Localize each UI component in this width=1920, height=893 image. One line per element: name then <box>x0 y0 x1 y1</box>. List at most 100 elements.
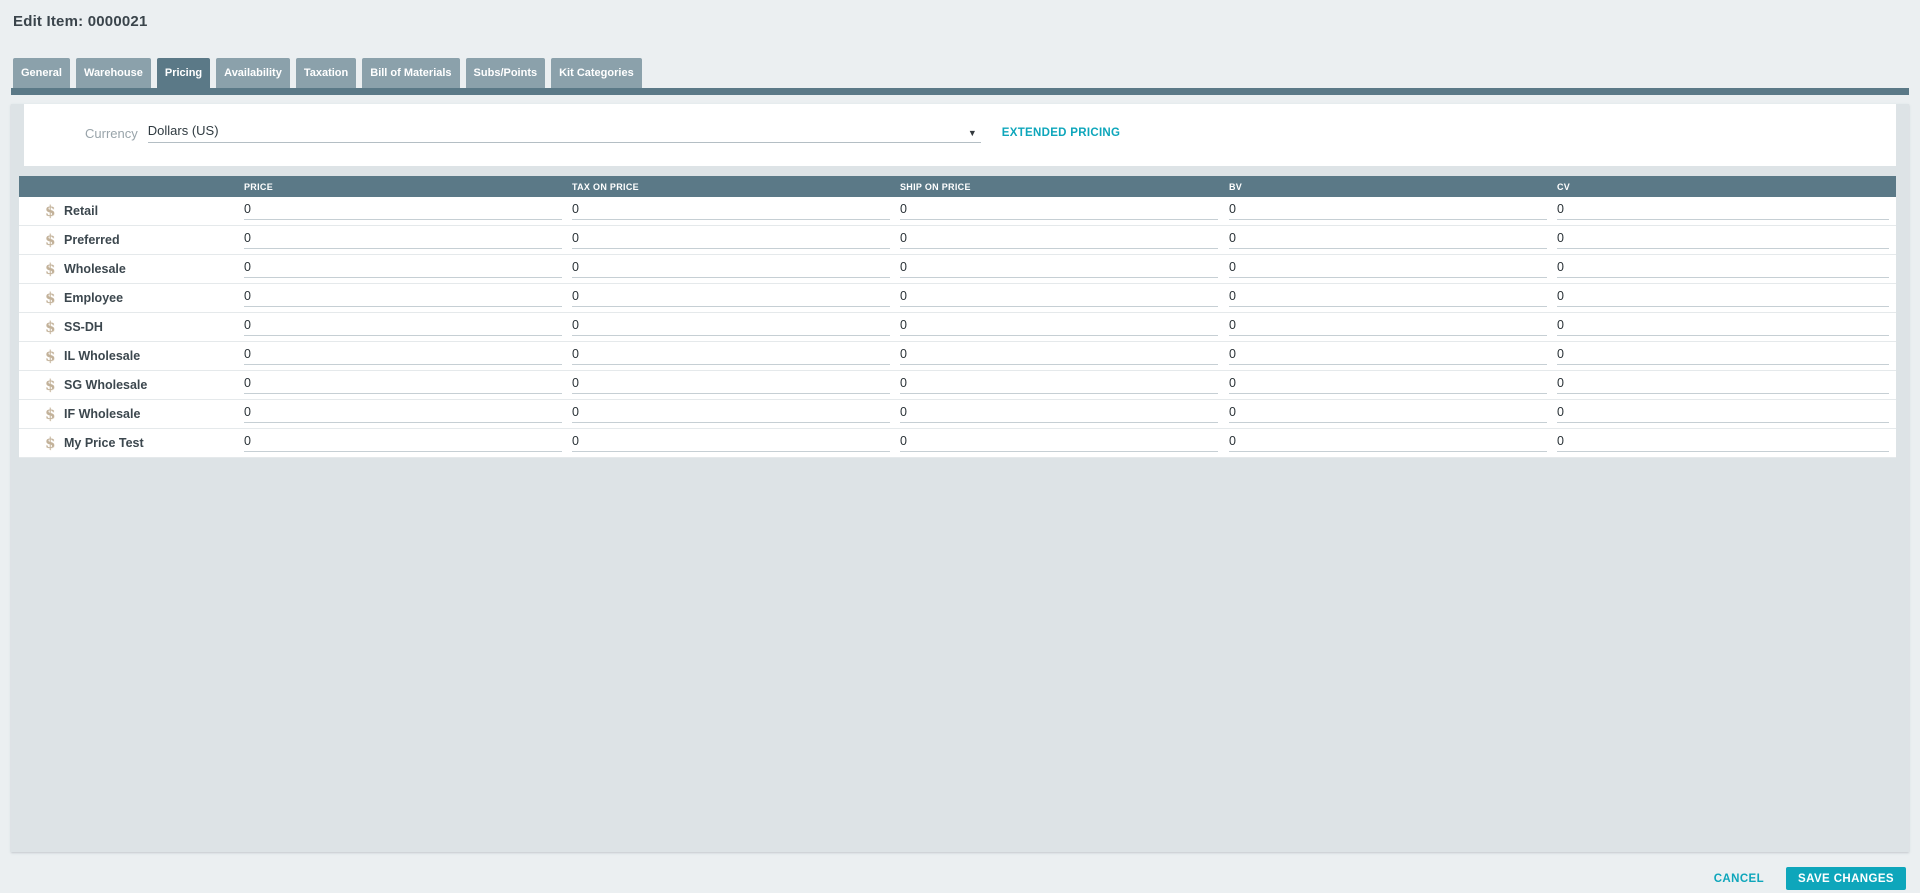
currency-select[interactable]: Dollars (US) ▼ <box>147 123 981 143</box>
tab-taxation[interactable]: Taxation <box>295 58 357 88</box>
value-cell: 0 <box>900 429 1229 457</box>
value-cell: 0 <box>1557 197 1896 225</box>
table-row-my-price-test: $ My Price Test 0 0 0 0 0 <box>19 429 1896 458</box>
wholesale-tax-on-price-input[interactable]: 0 <box>572 259 890 278</box>
value-cell: 0 <box>572 313 900 341</box>
value-cell: 0 <box>900 342 1229 370</box>
value-cell: 0 <box>1229 342 1557 370</box>
if-wholesale-tax-on-price-input[interactable]: 0 <box>572 404 890 423</box>
wholesale-ship-on-price-input[interactable]: 0 <box>900 259 1218 278</box>
retail-ship-on-price-input[interactable]: 0 <box>900 201 1218 220</box>
ss-dh-cv-input[interactable]: 0 <box>1557 317 1889 336</box>
preferred-tax-on-price-input[interactable]: 0 <box>572 230 890 249</box>
currency-selected-value: Dollars (US) <box>147 123 219 138</box>
tab-subs-points[interactable]: Subs/Points <box>465 58 546 88</box>
value-cell: 0 <box>244 284 572 312</box>
employee-tax-on-price-input[interactable]: 0 <box>572 288 890 307</box>
page-title: Edit Item: 0000021 <box>13 13 148 30</box>
retail-bv-input[interactable]: 0 <box>1229 201 1547 220</box>
preferred-bv-input[interactable]: 0 <box>1229 230 1547 249</box>
retail-cv-input[interactable]: 0 <box>1557 201 1889 220</box>
value-cell: 0 <box>900 371 1229 399</box>
price-type-cell: $ Preferred <box>19 226 244 254</box>
value-cell: 0 <box>1557 255 1896 283</box>
retail-tax-on-price-input[interactable]: 0 <box>572 201 890 220</box>
ss-dh-bv-input[interactable]: 0 <box>1229 317 1547 336</box>
extended-pricing-link[interactable]: EXTENDED PRICING <box>1001 127 1121 139</box>
dollar-icon: $ <box>45 289 56 307</box>
retail-price-input[interactable]: 0 <box>244 201 562 220</box>
sg-wholesale-bv-input[interactable]: 0 <box>1229 375 1547 394</box>
value-cell: 0 <box>900 400 1229 428</box>
preferred-cv-input[interactable]: 0 <box>1557 230 1889 249</box>
tab-warehouse[interactable]: Warehouse <box>75 58 151 88</box>
wholesale-bv-input[interactable]: 0 <box>1229 259 1547 278</box>
price-type-cell: $ Retail <box>19 197 244 225</box>
employee-bv-input[interactable]: 0 <box>1229 288 1547 307</box>
currency-card: Currency Dollars (US) ▼ EXTENDED PRICING <box>24 104 1896 166</box>
pricing-panel: Currency Dollars (US) ▼ EXTENDED PRICING… <box>11 104 1909 852</box>
if-wholesale-ship-on-price-input[interactable]: 0 <box>900 404 1218 423</box>
dollar-icon: $ <box>45 405 56 423</box>
save-changes-button[interactable]: SAVE CHANGES <box>1786 867 1906 890</box>
il-wholesale-tax-on-price-input[interactable]: 0 <box>572 346 890 365</box>
dollar-icon: $ <box>45 434 56 452</box>
value-cell: 0 <box>572 342 900 370</box>
column-header-bv: BV <box>1229 181 1243 192</box>
value-cell: 0 <box>1229 429 1557 457</box>
value-cell: 0 <box>900 197 1229 225</box>
cancel-button[interactable]: CANCEL <box>1713 872 1765 885</box>
my-price-test-price-input[interactable]: 0 <box>244 433 562 452</box>
sg-wholesale-tax-on-price-input[interactable]: 0 <box>572 375 890 394</box>
column-header-ship-on-price: SHIP ON PRICE <box>900 181 971 192</box>
value-cell: 0 <box>1229 284 1557 312</box>
tab-bar: General Warehouse Pricing Availability Taxat… <box>13 58 1909 88</box>
table-row-sg-wholesale: $ SG Wholesale 0 0 0 0 0 <box>19 371 1896 400</box>
preferred-ship-on-price-input[interactable]: 0 <box>900 230 1218 249</box>
sg-wholesale-price-input[interactable]: 0 <box>244 375 562 394</box>
my-price-test-ship-on-price-input[interactable]: 0 <box>900 433 1218 452</box>
sg-wholesale-ship-on-price-input[interactable]: 0 <box>900 375 1218 394</box>
table-row-il-wholesale: $ IL Wholesale 0 0 0 0 0 <box>19 342 1896 371</box>
my-price-test-bv-input[interactable]: 0 <box>1229 433 1547 452</box>
column-header-cv: CV <box>1557 181 1571 192</box>
sg-wholesale-cv-input[interactable]: 0 <box>1557 375 1889 394</box>
tab-bill-of-materials[interactable]: Bill of Materials <box>362 58 460 88</box>
tab-pricing[interactable]: Pricing <box>156 58 211 88</box>
wholesale-price-input[interactable]: 0 <box>244 259 562 278</box>
ss-dh-price-input[interactable]: 0 <box>244 317 562 336</box>
il-wholesale-bv-input[interactable]: 0 <box>1229 346 1547 365</box>
if-wholesale-bv-input[interactable]: 0 <box>1229 404 1547 423</box>
value-cell: 0 <box>244 400 572 428</box>
value-cell: 0 <box>900 313 1229 341</box>
il-wholesale-cv-input[interactable]: 0 <box>1557 346 1889 365</box>
value-cell: 0 <box>572 429 900 457</box>
value-cell: 0 <box>572 255 900 283</box>
employee-ship-on-price-input[interactable]: 0 <box>900 288 1218 307</box>
my-price-test-cv-input[interactable]: 0 <box>1557 433 1889 452</box>
preferred-price-input[interactable]: 0 <box>244 230 562 249</box>
wholesale-cv-input[interactable]: 0 <box>1557 259 1889 278</box>
table-row-if-wholesale: $ IF Wholesale 0 0 0 0 0 <box>19 400 1896 429</box>
value-cell: 0 <box>1229 197 1557 225</box>
dollar-icon: $ <box>45 318 56 336</box>
value-cell: 0 <box>1229 400 1557 428</box>
value-cell: 0 <box>1557 342 1896 370</box>
employee-cv-input[interactable]: 0 <box>1557 288 1889 307</box>
ss-dh-tax-on-price-input[interactable]: 0 <box>572 317 890 336</box>
dollar-icon: $ <box>45 347 56 365</box>
tab-kit-categories[interactable]: Kit Categories <box>551 58 642 88</box>
tab-availability[interactable]: Availability <box>216 58 290 88</box>
il-wholesale-ship-on-price-input[interactable]: 0 <box>900 346 1218 365</box>
employee-price-input[interactable]: 0 <box>244 288 562 307</box>
if-wholesale-cv-input[interactable]: 0 <box>1557 404 1889 423</box>
dollar-icon: $ <box>45 260 56 278</box>
my-price-test-tax-on-price-input[interactable]: 0 <box>572 433 890 452</box>
il-wholesale-price-input[interactable]: 0 <box>244 346 562 365</box>
tab-general[interactable]: General <box>13 58 70 88</box>
if-wholesale-price-input[interactable]: 0 <box>244 404 562 423</box>
value-cell: 0 <box>1557 226 1896 254</box>
ss-dh-ship-on-price-input[interactable]: 0 <box>900 317 1218 336</box>
value-cell: 0 <box>1229 255 1557 283</box>
